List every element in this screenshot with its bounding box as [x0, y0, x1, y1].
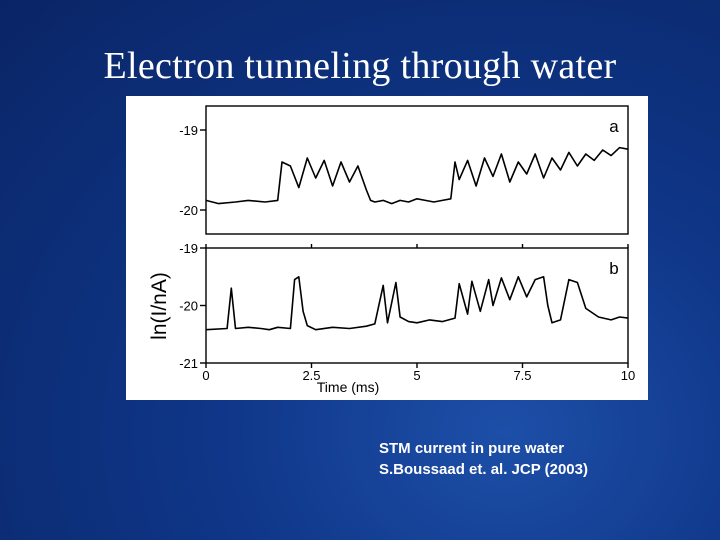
slide-title: Electron tunneling through water — [103, 45, 617, 87]
panel-a-ytick-label: -20 — [179, 203, 198, 218]
panel-a-trace — [205, 146, 629, 205]
panel-a-ytick-label: -19 — [179, 123, 198, 138]
chart-figure: -19 -20 a -19 -20 -21 b 0 2.5 5 7.5 10 ln(I/nA) Time … — [126, 96, 648, 400]
caption-line-2: S.Boussaad et. al. JCP (2003) — [379, 461, 588, 478]
caption-line-1: STM current in pure water — [379, 440, 565, 457]
panel-b-ytick-label: -19 — [179, 241, 198, 256]
x-tick-label: 2.5 — [302, 368, 320, 383]
panel-b-frame — [205, 247, 629, 364]
panel-b-label: b — [609, 259, 618, 278]
panel-a-frame — [205, 105, 629, 235]
caption: STM current in pure water S.Boussaad et.… — [379, 438, 588, 480]
panel-a-label: a — [609, 117, 619, 136]
x-axis-label: Time (ms) — [317, 379, 379, 395]
x-tick-label: 5 — [413, 368, 420, 383]
y-axis-label: ln(I/nA) — [148, 272, 171, 340]
chart-svg: -19 -20 a -19 -20 -21 b 0 2.5 5 7.5 10 ln(I/nA) Time … — [148, 105, 635, 395]
panel-b-trace — [205, 276, 629, 331]
panel-b-ytick-label: -21 — [179, 356, 198, 371]
x-tick-label: 10 — [621, 368, 635, 383]
x-tick-label: 0 — [202, 368, 209, 383]
x-tick-label: 7.5 — [513, 368, 531, 383]
panel-b-ytick-label: -20 — [179, 299, 198, 314]
